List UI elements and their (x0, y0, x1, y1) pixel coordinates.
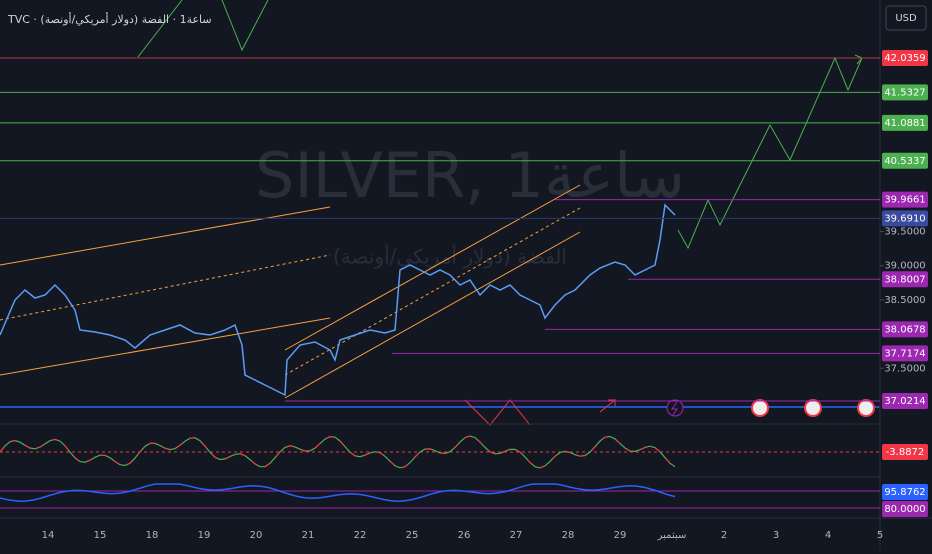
channel-line (284, 231, 581, 399)
price-label-box (882, 84, 928, 101)
time-label: 20 (250, 530, 263, 541)
price-label-box (882, 210, 928, 227)
oscillator (0, 435, 676, 502)
time-label: 3 (773, 530, 779, 541)
price-label: 37.7174 (884, 348, 925, 359)
price-label-box (882, 321, 928, 338)
red-arrow (599, 399, 617, 413)
time-label: 14 (42, 530, 55, 541)
price-label: 39.6910 (884, 213, 925, 224)
symbol-header: TVC · ساعة1 · الفضة (دولار أمريكي/أونصة) (7, 12, 212, 26)
drawings (0, 0, 880, 426)
flag-icon[interactable] (751, 399, 769, 417)
projection (221, 0, 269, 52)
channel-line (284, 207, 581, 376)
trend-line (0, 317, 331, 376)
event-icon[interactable] (666, 399, 684, 417)
price-label-box (882, 191, 928, 208)
flag-icon[interactable] (804, 399, 822, 417)
price-label: 41.0881 (884, 118, 925, 129)
time-label: 15 (94, 530, 107, 541)
watermark-title: SILVER, 1ساعة (255, 139, 685, 212)
time-label: 28 (562, 530, 575, 541)
oscillator-line (0, 435, 676, 469)
price-label: 37.0214 (884, 396, 925, 407)
currency-button[interactable] (885, 5, 927, 31)
trend-line (0, 206, 331, 266)
price-label: 42.0359 (884, 53, 925, 64)
price-line (0, 203, 676, 397)
time-label: 21 (302, 530, 315, 541)
indicator-label: -3.8872 (886, 447, 925, 458)
price-label: 38.8007 (884, 274, 925, 285)
indicator-label-box (882, 501, 928, 517)
event-icon-bolt (671, 401, 678, 416)
time-label: 26 (458, 530, 471, 541)
time-label: 19 (198, 530, 211, 541)
price-label-box (882, 152, 928, 169)
price-tick-label: 39.5000 (884, 226, 925, 237)
price-label-box (882, 114, 928, 131)
time-label: 27 (510, 530, 523, 541)
currency[interactable]: USD (895, 13, 917, 24)
indicator-label: 95.8762 (884, 487, 925, 498)
price-label-box (882, 271, 928, 288)
price-tick-label: 39.0000 (884, 261, 925, 272)
price-label: 39.9661 (884, 195, 925, 206)
price-label: 40.5337 (884, 156, 925, 167)
channel-line (284, 184, 581, 351)
price-label: 41.5327 (884, 87, 925, 98)
price-label-box (882, 345, 928, 362)
watermark-subtitle: الفضة (دولار أمريكي/أونصة) (333, 244, 567, 270)
time-label: 18 (146, 530, 159, 541)
indicator-label-box (882, 444, 928, 460)
price-tick-label: 37.5000 (884, 363, 925, 374)
indicator-label: 80.0000 (884, 504, 925, 515)
time-label: 4 (825, 530, 831, 541)
price-label-box (882, 392, 928, 409)
projection (137, 0, 183, 58)
flag-icon[interactable] (857, 399, 875, 417)
red-path (464, 399, 531, 426)
time-label: 5 (877, 530, 883, 541)
time-label: 25 (406, 530, 419, 541)
time-label: سبتمبر (657, 530, 687, 541)
trend-line (0, 254, 331, 321)
time-label: 29 (614, 530, 627, 541)
projection (677, 56, 863, 250)
price-label-box (882, 50, 928, 66)
time-label: 22 (354, 530, 367, 541)
indicator-label-box (882, 484, 928, 500)
price-label: 38.0678 (884, 324, 925, 335)
rsi-line (0, 483, 676, 502)
price-tick-label: 38.5000 (884, 295, 925, 306)
time-label: 2 (721, 530, 727, 541)
